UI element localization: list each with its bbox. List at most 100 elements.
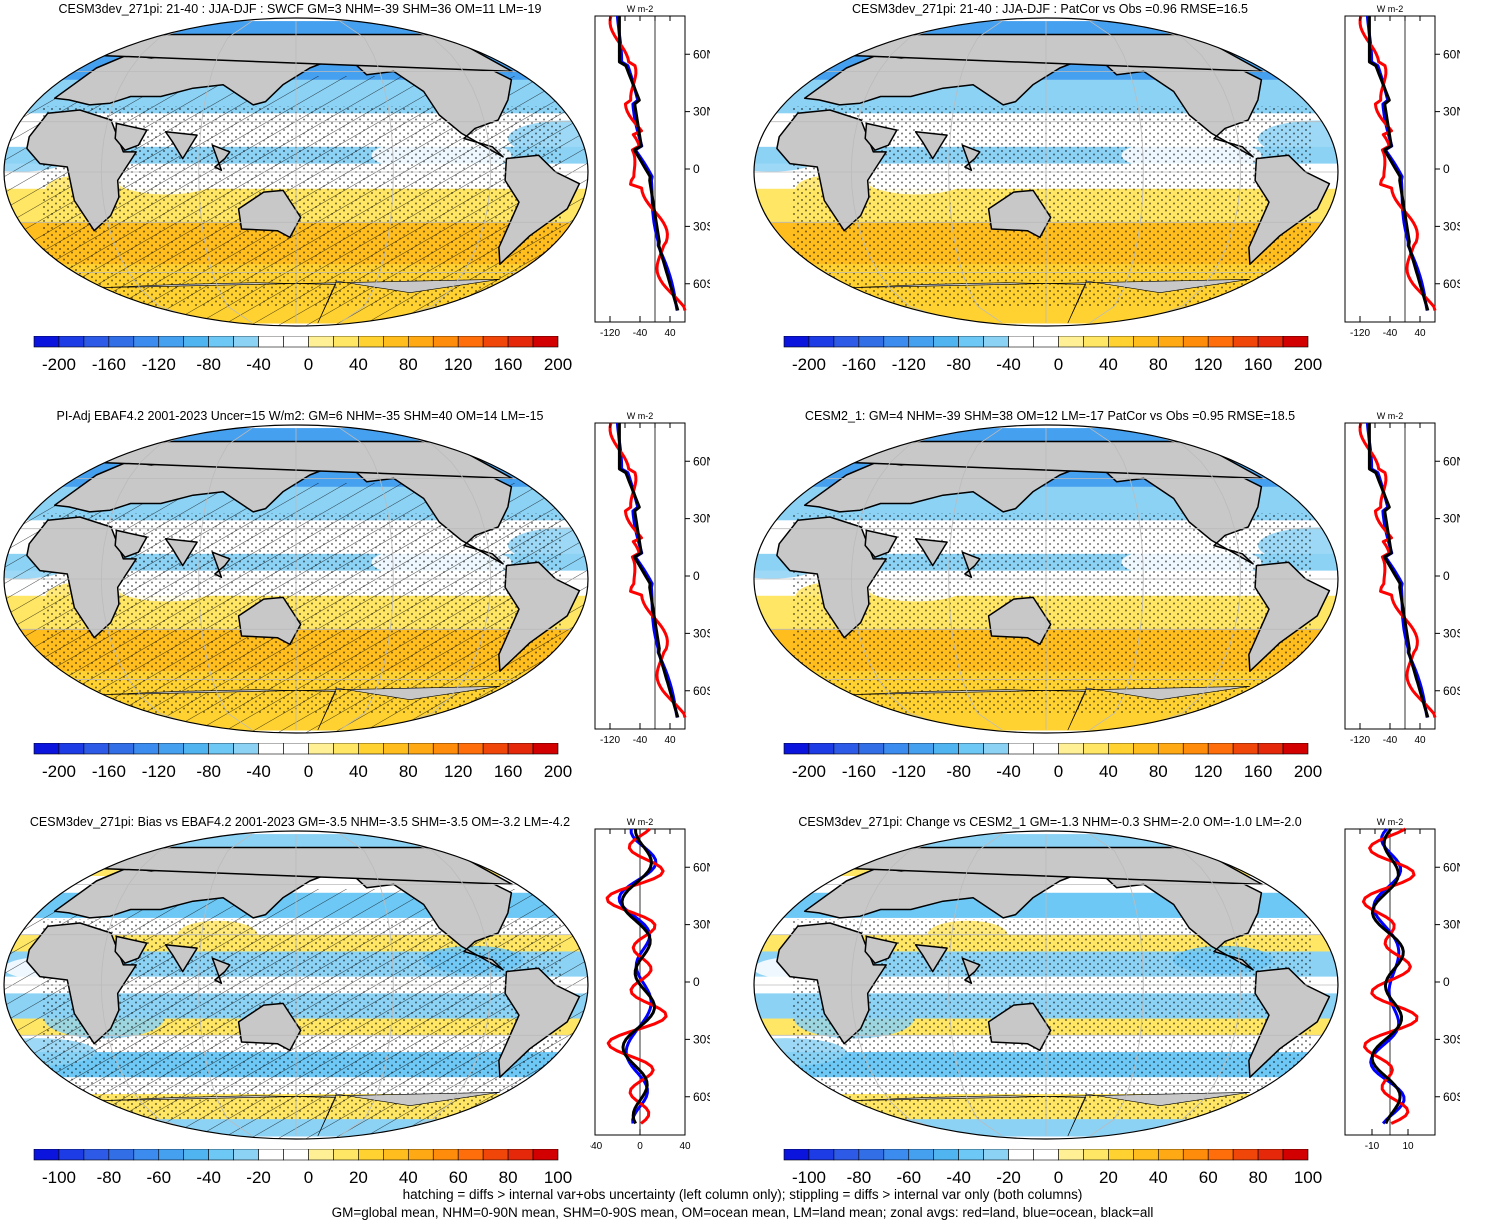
colorbar-swatch <box>383 1149 409 1161</box>
colorbar-swatch <box>283 336 309 348</box>
colorbar-swatch <box>482 1149 509 1161</box>
colorbar-swatch <box>183 743 209 755</box>
colorbar-label: 80 <box>1249 1168 1268 1187</box>
colorbar-swatch <box>1033 336 1059 348</box>
colorbar-swatch <box>333 1149 359 1161</box>
zonal-lat-tick: 30S <box>693 219 710 233</box>
zonal-average-plot: W m-2 60N 30N 0 30S 60S -10 10 <box>1344 817 1460 1152</box>
colorbar-label: -80 <box>97 1168 122 1187</box>
zonal-lat-tick: 30S <box>1443 219 1460 233</box>
colorbar-label: 120 <box>1194 355 1222 374</box>
colorbar-swatch <box>457 336 484 348</box>
colorbar: -200 -160 -120 -80 -40 0 40 80 120 160 200 <box>783 743 1322 781</box>
colorbar-swatch <box>883 743 910 755</box>
zonal-ocean-line <box>1365 422 1429 718</box>
colorbar-swatch <box>1282 743 1309 755</box>
colorbar-swatch <box>1008 1149 1034 1161</box>
land-samerica <box>498 967 581 1078</box>
zonal-lat-tick: 60S <box>1443 1090 1460 1104</box>
colorbar-label: 0 <box>304 762 313 781</box>
colorbar-swatch <box>1182 743 1209 755</box>
colorbar-swatch <box>432 743 459 755</box>
colorbar-swatch <box>258 743 284 755</box>
colorbar-swatch <box>507 336 534 348</box>
zonal-all-line <box>1367 423 1430 718</box>
colorbar-swatch <box>1157 336 1184 348</box>
panel-title: CESM3dev_271pi: Change vs CESM2_1 GM=-1.… <box>798 815 1302 829</box>
robinson-map <box>3 830 589 1140</box>
colorbar-swatch <box>1157 743 1184 755</box>
zonal-lat-tick: 60S <box>693 684 710 698</box>
colorbar-swatch <box>133 1149 160 1161</box>
colorbar-swatch <box>532 336 559 348</box>
colorbar-label: 0 <box>304 1168 313 1187</box>
land-arabia <box>114 529 148 558</box>
colorbar-label: 80 <box>1149 355 1168 374</box>
zonal-land-line <box>608 15 687 311</box>
colorbar-swatch <box>333 743 359 755</box>
land-africa <box>776 109 887 232</box>
colorbar-swatch <box>958 743 984 755</box>
land-india <box>164 131 198 160</box>
land-antarctica <box>850 1092 1250 1137</box>
colorbar-swatch <box>33 1149 60 1161</box>
colorbar-swatch <box>933 1149 959 1161</box>
land-arabia <box>114 122 148 151</box>
colorbar-swatch <box>808 336 835 348</box>
colorbar-swatch <box>1108 1149 1134 1161</box>
zonal-lat-tick: 60N <box>693 860 710 874</box>
colorbar-swatch <box>933 336 959 348</box>
colorbar-swatch <box>308 336 334 348</box>
panel-5: CESM3dev_271pi: Bias vs EBAF4.2 2001-202… <box>0 813 742 1220</box>
land-arabia <box>114 935 148 964</box>
colorbar-swatch <box>108 1149 135 1161</box>
map-field <box>754 20 1338 324</box>
land-africa <box>776 516 887 639</box>
land-antarctica <box>850 279 1250 324</box>
zonal-lat-tick: 0 <box>693 569 700 583</box>
robinson-map <box>3 17 589 327</box>
colorbar-swatch <box>333 336 359 348</box>
colorbar-label: -60 <box>147 1168 172 1187</box>
zonal-value-tick: 40 <box>679 1141 691 1152</box>
colorbar-swatch <box>432 336 459 348</box>
colorbar-swatch <box>1058 1149 1084 1161</box>
colorbar-swatch <box>908 743 935 755</box>
land-australia <box>987 1002 1052 1052</box>
colorbar-label: -40 <box>196 1168 221 1187</box>
zonal-average-plot: W m-2 60N 30N 0 30S 60S -40 0 40 <box>590 817 710 1152</box>
zonal-unit: W m-2 <box>1377 411 1404 421</box>
zonal-value-tick: -40 <box>633 328 648 339</box>
colorbar-swatch <box>883 336 910 348</box>
colorbar-swatch <box>358 743 384 755</box>
colorbar-label: 40 <box>349 355 368 374</box>
zonal-lat-tick: 0 <box>1443 162 1450 176</box>
map-field <box>4 20 588 326</box>
zonal-value-tick: 40 <box>1414 328 1426 339</box>
colorbar-swatch <box>58 743 85 755</box>
colorbar-label: 40 <box>1149 1168 1168 1187</box>
zonal-land-line <box>1358 15 1437 311</box>
zonal-all-line <box>1367 16 1430 311</box>
colorbar-label: 80 <box>399 762 418 781</box>
land-africa <box>776 922 887 1045</box>
colorbar-swatch <box>133 743 160 755</box>
zonal-lat-tick: 60N <box>693 454 710 468</box>
zonal-lat-tick: 0 <box>1443 569 1450 583</box>
colorbar-swatch <box>208 336 234 348</box>
colorbar-swatch <box>358 336 384 348</box>
colorbar-swatch <box>1133 336 1159 348</box>
colorbar: -200 -160 -120 -80 -40 0 40 80 120 160 200 <box>33 336 572 374</box>
colorbar-swatch <box>432 1149 459 1161</box>
colorbar-label: -40 <box>996 355 1021 374</box>
colorbar-swatch <box>1108 743 1134 755</box>
colorbar: -200 -160 -120 -80 -40 0 40 80 120 160 200 <box>33 743 572 781</box>
map-field <box>4 833 588 1139</box>
colorbar-swatch <box>1157 1149 1184 1161</box>
colorbar-label: -80 <box>196 355 221 374</box>
map-field <box>4 427 588 733</box>
colorbar-label: -40 <box>246 355 271 374</box>
zonal-lat-tick: 60N <box>1443 454 1460 468</box>
colorbar-swatch <box>1257 1149 1284 1161</box>
colorbar-label: 160 <box>494 355 522 374</box>
